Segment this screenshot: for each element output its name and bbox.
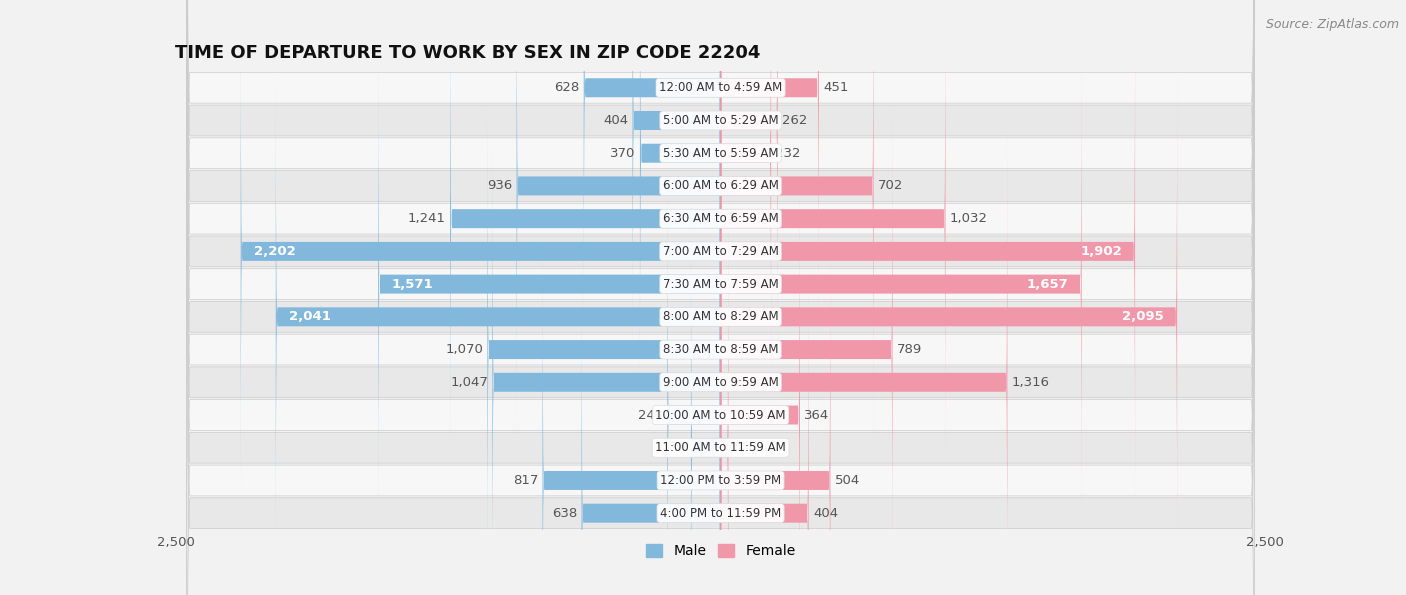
FancyBboxPatch shape bbox=[633, 0, 721, 373]
FancyBboxPatch shape bbox=[690, 195, 721, 595]
Text: 817: 817 bbox=[513, 474, 538, 487]
Text: 2,095: 2,095 bbox=[1122, 311, 1164, 323]
FancyBboxPatch shape bbox=[582, 261, 721, 595]
Text: 5:30 AM to 5:59 AM: 5:30 AM to 5:59 AM bbox=[662, 147, 779, 159]
Text: 2,041: 2,041 bbox=[288, 311, 330, 323]
Text: 1,571: 1,571 bbox=[391, 278, 433, 290]
FancyBboxPatch shape bbox=[488, 97, 721, 595]
Text: 36: 36 bbox=[733, 441, 749, 454]
FancyBboxPatch shape bbox=[640, 0, 721, 406]
FancyBboxPatch shape bbox=[187, 0, 1254, 595]
Text: 262: 262 bbox=[782, 114, 807, 127]
Text: 404: 404 bbox=[813, 507, 838, 519]
Text: 9:00 AM to 9:59 AM: 9:00 AM to 9:59 AM bbox=[662, 376, 779, 389]
FancyBboxPatch shape bbox=[187, 0, 1254, 595]
FancyBboxPatch shape bbox=[187, 5, 1254, 595]
FancyBboxPatch shape bbox=[721, 228, 831, 595]
Text: 11:00 AM to 11:59 AM: 11:00 AM to 11:59 AM bbox=[655, 441, 786, 454]
Legend: Male, Female: Male, Female bbox=[640, 538, 801, 564]
FancyBboxPatch shape bbox=[240, 0, 721, 504]
Text: 6:00 AM to 6:29 AM: 6:00 AM to 6:29 AM bbox=[662, 180, 779, 192]
FancyBboxPatch shape bbox=[187, 0, 1254, 595]
FancyBboxPatch shape bbox=[187, 0, 1254, 595]
FancyBboxPatch shape bbox=[187, 0, 1254, 595]
Text: 789: 789 bbox=[897, 343, 922, 356]
Text: 404: 404 bbox=[603, 114, 628, 127]
Text: 364: 364 bbox=[804, 409, 830, 421]
Text: 2,202: 2,202 bbox=[253, 245, 295, 258]
Text: 1,316: 1,316 bbox=[1012, 376, 1050, 389]
Text: 1,241: 1,241 bbox=[408, 212, 446, 225]
FancyBboxPatch shape bbox=[378, 32, 721, 537]
FancyBboxPatch shape bbox=[721, 162, 800, 595]
FancyBboxPatch shape bbox=[721, 97, 893, 595]
FancyBboxPatch shape bbox=[450, 0, 721, 471]
FancyBboxPatch shape bbox=[187, 0, 1254, 595]
Text: 451: 451 bbox=[824, 82, 849, 94]
FancyBboxPatch shape bbox=[187, 0, 1254, 595]
FancyBboxPatch shape bbox=[187, 0, 1254, 563]
Text: 1,070: 1,070 bbox=[446, 343, 484, 356]
FancyBboxPatch shape bbox=[721, 0, 818, 340]
Text: 232: 232 bbox=[776, 147, 801, 159]
Text: 8:00 AM to 8:29 AM: 8:00 AM to 8:29 AM bbox=[662, 311, 779, 323]
Text: 244: 244 bbox=[638, 409, 664, 421]
FancyBboxPatch shape bbox=[187, 0, 1254, 595]
Text: 12:00 AM to 4:59 AM: 12:00 AM to 4:59 AM bbox=[659, 82, 782, 94]
Text: 1,047: 1,047 bbox=[450, 376, 488, 389]
Text: 136: 136 bbox=[661, 441, 686, 454]
FancyBboxPatch shape bbox=[721, 195, 728, 595]
FancyBboxPatch shape bbox=[721, 0, 873, 439]
FancyBboxPatch shape bbox=[668, 162, 721, 595]
Text: 5:00 AM to 5:29 AM: 5:00 AM to 5:29 AM bbox=[662, 114, 779, 127]
FancyBboxPatch shape bbox=[276, 64, 721, 569]
Text: 638: 638 bbox=[553, 507, 578, 519]
Text: 504: 504 bbox=[835, 474, 860, 487]
Text: 1,902: 1,902 bbox=[1080, 245, 1122, 258]
Text: 4:00 PM to 11:59 PM: 4:00 PM to 11:59 PM bbox=[659, 507, 782, 519]
Text: 702: 702 bbox=[877, 180, 903, 192]
Text: 370: 370 bbox=[610, 147, 636, 159]
FancyBboxPatch shape bbox=[721, 130, 1007, 595]
FancyBboxPatch shape bbox=[187, 37, 1254, 595]
Text: 12:00 PM to 3:59 PM: 12:00 PM to 3:59 PM bbox=[659, 474, 782, 487]
Text: TIME OF DEPARTURE TO WORK BY SEX IN ZIP CODE 22204: TIME OF DEPARTURE TO WORK BY SEX IN ZIP … bbox=[174, 43, 761, 61]
FancyBboxPatch shape bbox=[721, 0, 945, 471]
Text: 10:00 AM to 10:59 AM: 10:00 AM to 10:59 AM bbox=[655, 409, 786, 421]
FancyBboxPatch shape bbox=[721, 64, 1177, 569]
FancyBboxPatch shape bbox=[721, 0, 770, 406]
Text: 7:00 AM to 7:29 AM: 7:00 AM to 7:29 AM bbox=[662, 245, 779, 258]
FancyBboxPatch shape bbox=[187, 0, 1254, 595]
FancyBboxPatch shape bbox=[492, 130, 721, 595]
Text: 1,657: 1,657 bbox=[1026, 278, 1069, 290]
Text: Source: ZipAtlas.com: Source: ZipAtlas.com bbox=[1265, 18, 1399, 31]
FancyBboxPatch shape bbox=[721, 0, 778, 373]
FancyBboxPatch shape bbox=[516, 0, 721, 439]
FancyBboxPatch shape bbox=[187, 0, 1254, 595]
Text: 6:30 AM to 6:59 AM: 6:30 AM to 6:59 AM bbox=[662, 212, 779, 225]
FancyBboxPatch shape bbox=[721, 32, 1081, 537]
Text: 628: 628 bbox=[554, 82, 579, 94]
FancyBboxPatch shape bbox=[543, 228, 721, 595]
FancyBboxPatch shape bbox=[721, 261, 808, 595]
Text: 8:30 AM to 8:59 AM: 8:30 AM to 8:59 AM bbox=[662, 343, 779, 356]
Text: 7:30 AM to 7:59 AM: 7:30 AM to 7:59 AM bbox=[662, 278, 779, 290]
Text: 936: 936 bbox=[486, 180, 512, 192]
Text: 1,032: 1,032 bbox=[950, 212, 988, 225]
FancyBboxPatch shape bbox=[721, 0, 1135, 504]
FancyBboxPatch shape bbox=[583, 0, 721, 340]
FancyBboxPatch shape bbox=[187, 0, 1254, 595]
